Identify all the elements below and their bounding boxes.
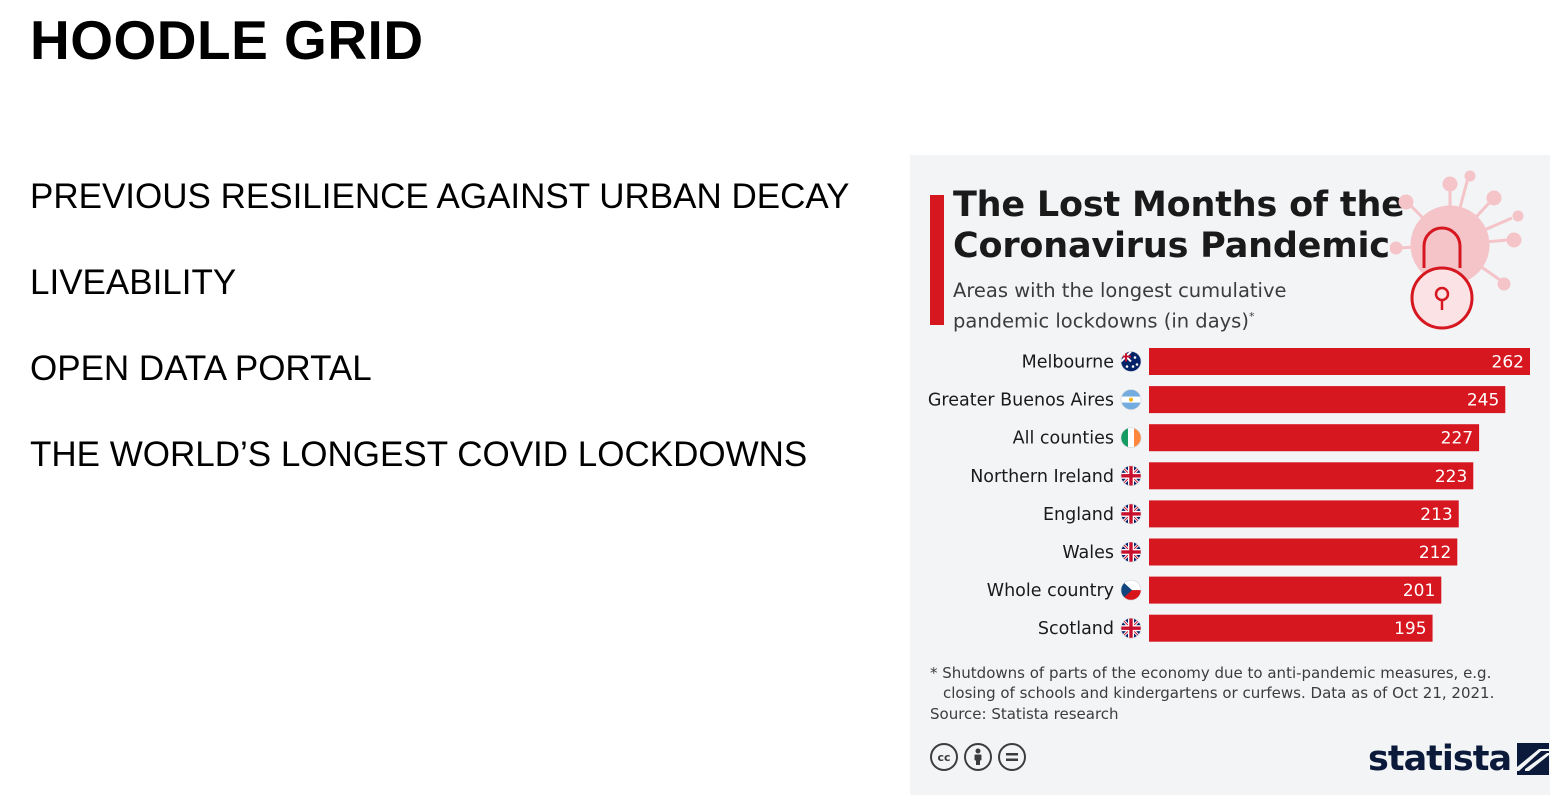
flag-icon-united-kingdom bbox=[1120, 541, 1142, 563]
data-label: 245 bbox=[1467, 391, 1499, 411]
category-label: Whole country bbox=[987, 581, 1114, 601]
license-icons: cc bbox=[930, 743, 1026, 777]
chart-row: 212 Wales bbox=[1062, 538, 1458, 566]
chart-subtitle: Areas with the longest cumulative pandem… bbox=[953, 278, 1287, 335]
data-label: 227 bbox=[1441, 429, 1473, 449]
data-label: 212 bbox=[1419, 543, 1451, 563]
bar bbox=[1149, 614, 1433, 642]
chart-subtitle-line: pandemic lockdowns (in days) bbox=[953, 309, 1249, 333]
category-label: Northern Ireland bbox=[970, 467, 1114, 487]
bar bbox=[1149, 500, 1459, 528]
chart-row: 213 England bbox=[1043, 500, 1459, 528]
chart-row: 262 Melbourne bbox=[1022, 348, 1530, 375]
chart-title-line: The Lost Months of the bbox=[953, 185, 1405, 225]
footnote-line: closing of schools and kindergartens or … bbox=[943, 684, 1495, 702]
bullet-item: THE WORLD’S LONGEST COVID LOCKDOWNS bbox=[30, 435, 808, 474]
title-accent-bar bbox=[930, 195, 944, 325]
chart-footnote: * Shutdowns of parts of the economy due … bbox=[930, 663, 1494, 703]
category-label: Melbourne bbox=[1022, 353, 1114, 373]
flag-icon-czech-republic bbox=[1120, 579, 1142, 601]
footnote-mark: * bbox=[1248, 310, 1255, 323]
category-label: Scotland bbox=[1038, 619, 1114, 639]
bar bbox=[1149, 386, 1506, 414]
chart-row: 201 Whole country bbox=[987, 576, 1442, 604]
category-label: Greater Buenos Aires bbox=[928, 391, 1114, 411]
bar bbox=[1149, 424, 1480, 452]
bullet-item: PREVIOUS RESILIENCE AGAINST URBAN DECAY bbox=[30, 177, 850, 216]
chart-row: 223 Northern Ireland bbox=[970, 462, 1474, 490]
flag-icon-australia bbox=[1120, 351, 1142, 372]
chart-row: 195 Scotland bbox=[1038, 614, 1433, 642]
brand-wordmark: statista bbox=[1368, 739, 1512, 779]
slide-title: HOODLE GRID bbox=[30, 9, 424, 71]
chart-row: 245 Greater Buenos Aires bbox=[928, 386, 1506, 414]
statista-logo: statista bbox=[1368, 737, 1550, 781]
flag-icon-united-kingdom bbox=[1120, 465, 1142, 487]
statista-mark-icon bbox=[1517, 743, 1550, 775]
bar bbox=[1149, 538, 1458, 566]
category-label: Wales bbox=[1062, 543, 1114, 563]
bullet-item: OPEN DATA PORTAL bbox=[30, 349, 372, 388]
footnote-line: * Shutdowns of parts of the economy due … bbox=[930, 664, 1492, 682]
bar bbox=[1149, 576, 1442, 604]
chart-title-line: Coronavirus Pandemic bbox=[953, 226, 1390, 266]
flag-icon-united-kingdom bbox=[1120, 617, 1142, 639]
chart-subtitle-line: Areas with the longest cumulative bbox=[953, 279, 1287, 302]
data-label: 201 bbox=[1403, 581, 1435, 601]
chart-row: 227 All counties bbox=[1013, 424, 1480, 452]
chart-title: The Lost Months of the Coronavirus Pande… bbox=[953, 185, 1405, 267]
data-label: 262 bbox=[1492, 353, 1524, 373]
bullet-item: LIVEABILITY bbox=[30, 263, 237, 302]
bar bbox=[1149, 462, 1474, 490]
flag-icon-argentina bbox=[1120, 389, 1142, 410]
category-label: All counties bbox=[1013, 429, 1114, 449]
category-label: England bbox=[1043, 505, 1114, 525]
data-label: 223 bbox=[1435, 467, 1467, 487]
data-label: 213 bbox=[1420, 505, 1452, 525]
bar bbox=[1149, 348, 1530, 375]
by-icon bbox=[964, 743, 992, 771]
virus-lock-icon bbox=[1390, 170, 1524, 330]
cc-icon: cc bbox=[930, 743, 958, 771]
flag-icon-united-kingdom bbox=[1120, 503, 1142, 525]
bullet-list: PREVIOUS RESILIENCE AGAINST URBAN DECAY … bbox=[30, 154, 849, 498]
data-label: 195 bbox=[1394, 619, 1426, 639]
statista-infographic: The Lost Months of the Coronavirus Pande… bbox=[910, 155, 1550, 795]
chart-source: Source: Statista research bbox=[930, 705, 1119, 723]
flag-icon-ireland bbox=[1120, 427, 1142, 448]
bar-chart: 262 Melbourne 245 Greater Buenos Aires 227 Al… bbox=[928, 348, 1530, 642]
nd-icon bbox=[998, 743, 1026, 771]
